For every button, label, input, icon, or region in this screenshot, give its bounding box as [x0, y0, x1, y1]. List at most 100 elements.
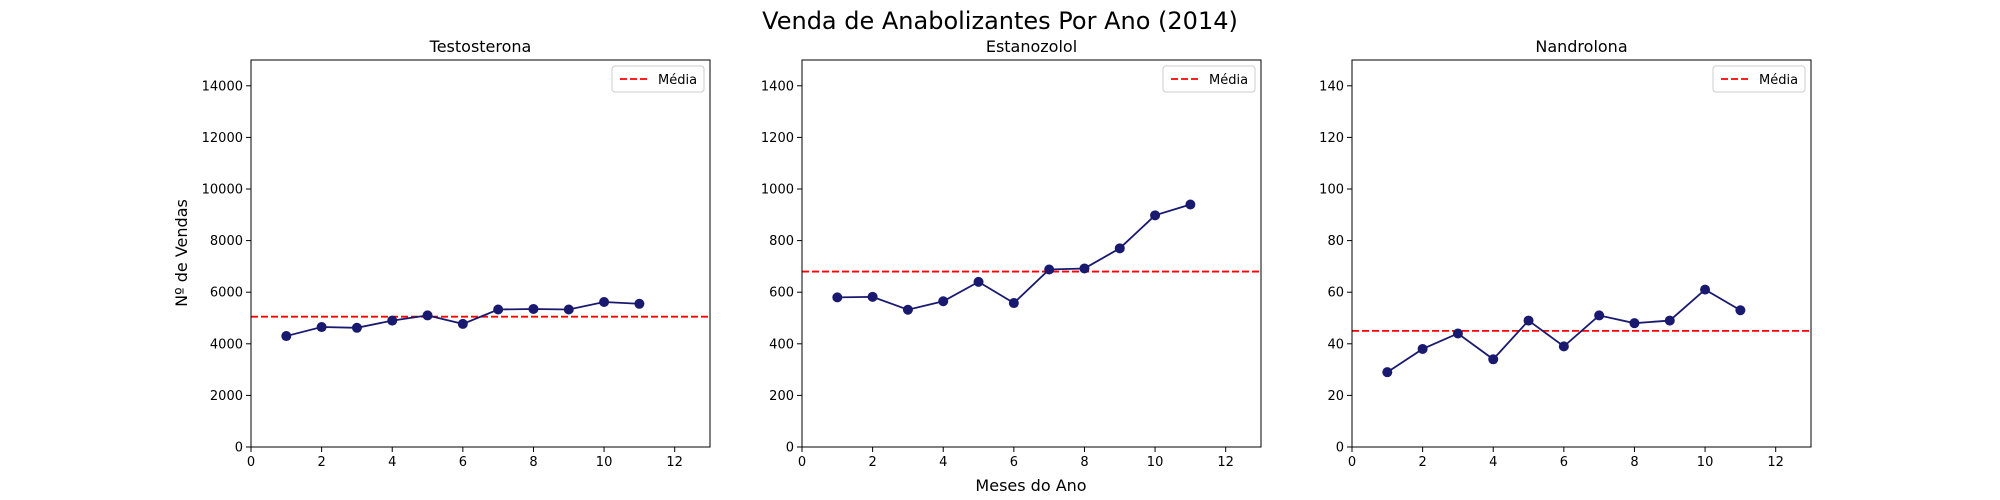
y-tick-label: 1000: [761, 183, 794, 198]
subplot-title: Estanozolol: [986, 37, 1077, 56]
x-tick-label: 12: [1767, 455, 1784, 470]
x-tick-label: 2: [868, 455, 876, 470]
y-tick-label: 12000: [202, 131, 243, 146]
y-tick-label: 1200: [761, 131, 794, 146]
x-tick-label: 8: [529, 455, 537, 470]
data-point: [599, 297, 610, 308]
x-tick-label: 4: [1489, 455, 1497, 470]
data-point: [351, 322, 362, 333]
data-point: [1008, 298, 1019, 309]
x-tick-label: 8: [1630, 455, 1638, 470]
data-point: [457, 318, 468, 329]
subplot-estanozolol: Estanozolol 0 2 4 6 8 10 12 0 200 400 600 800 1000 120…: [761, 37, 1262, 470]
data-point: [1382, 367, 1393, 378]
data-point: [1523, 315, 1534, 326]
data-point: [1185, 199, 1196, 210]
figure-ylabel: Nº de Vendas: [172, 199, 191, 307]
legend-label: Média: [1209, 73, 1248, 88]
x-tick-label: 2: [1418, 455, 1426, 470]
data-point: [1114, 243, 1125, 254]
data-point: [1629, 318, 1640, 329]
y-tick-label: 600: [769, 286, 794, 301]
x-tick-label: 0: [1348, 455, 1356, 470]
data-point: [1044, 264, 1055, 275]
data-point: [1558, 341, 1569, 352]
y-tick-label: 14000: [202, 79, 243, 94]
data-point: [528, 303, 539, 314]
data-point: [422, 310, 433, 321]
y-tick-label: 0: [235, 441, 243, 456]
y-tick-label: 2000: [210, 389, 243, 404]
data-point: [387, 315, 398, 326]
data-point: [1452, 328, 1463, 339]
x-tick-label: 2: [317, 455, 325, 470]
data-point: [281, 331, 292, 342]
y-tick-label: 6000: [210, 286, 243, 301]
data-point: [902, 304, 913, 315]
data-point: [1079, 263, 1090, 274]
y-tick-label: 20: [1327, 389, 1344, 404]
legend-box: [1712, 65, 1806, 93]
y-tick-label: 4000: [210, 337, 243, 352]
figure-xlabel: Meses do Ano: [975, 476, 1086, 495]
data-point: [832, 292, 843, 303]
data-point: [634, 298, 645, 309]
data-point: [563, 304, 574, 315]
series-line: [837, 203, 1191, 311]
y-tick-label: 200: [769, 389, 794, 404]
x-tick-label: 8: [1080, 455, 1088, 470]
data-point: [1700, 284, 1711, 295]
data-point: [1735, 305, 1746, 316]
x-tick-label: 0: [247, 455, 255, 470]
legend: Média: [611, 65, 705, 93]
y-tick-label: 400: [769, 337, 794, 352]
data-point: [316, 322, 327, 333]
axes-frame: [801, 59, 1262, 448]
y-tick-label: 40: [1327, 337, 1344, 352]
subplot-testosterona: Testosterona 0 2 4 6 8 10 12 0 2000 4000 6000 8000 10…: [202, 37, 711, 470]
x-tick-label: 4: [939, 455, 947, 470]
data-point: [1417, 343, 1428, 354]
data-point: [973, 276, 984, 287]
data-point: [1664, 315, 1675, 326]
y-tick-label: 100: [1319, 183, 1344, 198]
y-tick-label: 1400: [761, 79, 794, 94]
x-tick-label: 6: [1010, 455, 1018, 470]
x-tick-label: 12: [1217, 455, 1234, 470]
data-point: [1594, 310, 1605, 321]
y-tick-label: 800: [769, 234, 794, 249]
legend-box: [611, 65, 705, 93]
x-tick-label: 10: [596, 455, 613, 470]
data-point: [1488, 354, 1499, 365]
data-point: [1150, 210, 1161, 221]
subplot-title: Testosterona: [429, 37, 532, 56]
x-tick-label: 6: [459, 455, 467, 470]
legend: Média: [1712, 65, 1806, 93]
axes-frame: [1351, 59, 1812, 448]
data-point: [938, 296, 949, 307]
y-tick-label: 60: [1327, 286, 1344, 301]
figure-title: Venda de Anabolizantes Por Ano (2014): [762, 7, 1238, 35]
axes-frame: [250, 59, 711, 448]
y-tick-label: 140: [1319, 79, 1344, 94]
y-tick-label: 10000: [202, 183, 243, 198]
x-tick-label: 0: [798, 455, 806, 470]
legend-box: [1162, 65, 1256, 93]
y-tick-label: 0: [786, 441, 794, 456]
data-point: [493, 304, 504, 315]
data-point: [867, 291, 878, 302]
x-tick-label: 6: [1560, 455, 1568, 470]
x-tick-label: 10: [1147, 455, 1164, 470]
legend-label: Média: [1759, 73, 1798, 88]
legend-label: Média: [658, 73, 697, 88]
subplot-title: Nandrolona: [1535, 37, 1627, 56]
y-tick-label: 0: [1336, 441, 1344, 456]
x-tick-label: 4: [388, 455, 396, 470]
y-tick-label: 80: [1327, 234, 1344, 249]
legend: Média: [1162, 65, 1256, 93]
y-tick-label: 120: [1319, 131, 1344, 146]
x-tick-label: 10: [1697, 455, 1714, 470]
